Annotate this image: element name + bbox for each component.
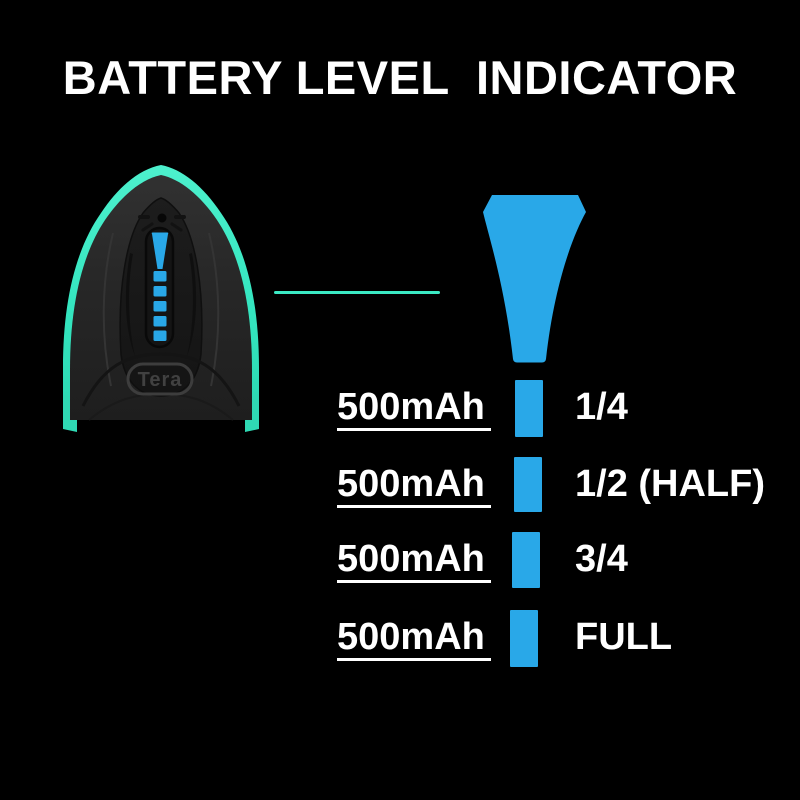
vent-slot-left [138,215,150,219]
capacity-label: 500mAh [337,616,491,661]
panel-crease-left [125,253,135,356]
level-label: 3/4 [575,538,628,580]
battery-level-segment [512,532,540,588]
page-title: BATTERY LEVEL INDICATOR [62,51,738,104]
battery-level-segment [510,610,538,667]
battery-level-row: 500mAh 1/2 (HALF) [0,457,800,525]
scanner-indicator-teardrop-icon [151,232,169,269]
level-label: 1/4 [575,386,628,428]
battery-level-row: 500mAh 3/4 [0,532,800,600]
scanner-shell-contour-right [208,232,220,387]
scanner-image: Tera [63,165,259,432]
battery-level-row: 500mAh 1/4 [0,380,800,448]
level-label: 1/2 (HALF) [575,463,765,505]
vent-dash-right [170,222,183,232]
battery-indicator-exclamation-icon [483,195,586,363]
battery-level-row: 500mAh FULL [0,610,800,678]
funnel-shape [483,195,586,363]
brand-logo [126,362,194,396]
brand-logo-text: Tera [138,369,183,391]
level-label: FULL [575,616,673,658]
beeper-hole-icon [156,212,168,224]
scanner-indicator-segments [153,271,167,341]
capacity-label: 500mAh [337,463,491,508]
base-seam [81,352,241,407]
vent-slot-right [174,215,186,219]
vent-dash-left [141,222,154,232]
capacity-label: 500mAh [337,386,491,431]
connector-line [274,291,440,294]
battery-level-segment [515,380,543,437]
capacity-label: 500mAh [337,538,491,583]
battery-level-segment [514,457,542,512]
panel-crease-right [187,253,197,356]
scanner-shell-contour-left [102,232,114,387]
